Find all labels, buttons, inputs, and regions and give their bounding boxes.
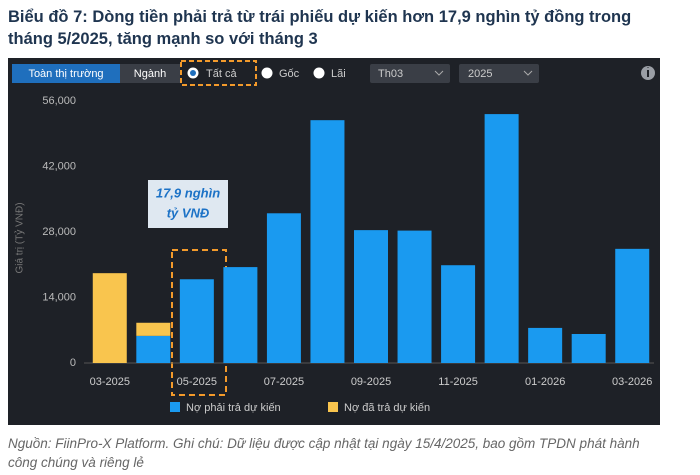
bar (136, 322, 171, 336)
x-tick-label: 09-2025 (351, 376, 391, 388)
bar (615, 248, 650, 363)
tab-label[interactable]: Toàn thị trường (28, 68, 103, 80)
bar (354, 230, 388, 363)
bar (310, 120, 345, 363)
chart-panel: Toàn thị trường Ngành Tất cả Gốc Lãi Th0… (8, 58, 660, 425)
radio-label[interactable]: Lãi (331, 68, 346, 80)
bar (179, 279, 214, 363)
annotation-box (148, 180, 228, 228)
y-axis-label: Giá trị (Tỷ VNĐ) (14, 202, 26, 273)
radio[interactable] (261, 67, 273, 79)
x-tick-label: 03-2026 (612, 376, 652, 388)
bar (571, 333, 606, 363)
legend-swatch (170, 402, 180, 412)
legend-swatch (328, 402, 338, 412)
annotation-text: tỷ VNĐ (167, 205, 210, 220)
x-tick-label: 03-2025 (90, 376, 130, 388)
bar (223, 267, 258, 363)
x-tick-label: 05-2025 (177, 376, 217, 388)
bar (397, 230, 432, 363)
tab-label[interactable]: Ngành (134, 68, 166, 80)
x-tick-label: 01-2026 (525, 376, 565, 388)
tab-active[interactable] (12, 64, 120, 83)
select-label[interactable]: Th03 (378, 68, 403, 80)
x-tick-label: 07-2025 (264, 376, 304, 388)
y-tick-label: 42,000 (42, 160, 76, 172)
bar (136, 335, 171, 363)
chevron (434, 70, 444, 76)
radio-label[interactable]: Gốc (279, 68, 300, 80)
chart-title: Biểu đồ 7: Dòng tiền phải trả từ trái ph… (8, 8, 632, 48)
legend-label: Nợ phải trả dự kiến (186, 402, 281, 414)
y-tick-label: 14,000 (42, 291, 76, 303)
bar (266, 213, 301, 363)
highlight-box (171, 249, 227, 396)
x-tick-label: 11-2025 (438, 376, 478, 388)
tab[interactable] (120, 64, 180, 83)
bar (441, 265, 476, 363)
radio-label[interactable]: Tất cả (206, 68, 237, 80)
radio[interactable] (313, 67, 325, 79)
bar (92, 273, 127, 363)
source-note: Nguồn: FiinPro-X Platform. Ghi chú: Dữ l… (8, 436, 640, 470)
annotation-text: 17,9 nghìn (156, 185, 220, 200)
radio-dot (190, 70, 196, 76)
y-tick-label: 0 (70, 357, 76, 369)
y-tick-label: 56,000 (42, 95, 76, 107)
bar (484, 114, 519, 363)
highlight-box (180, 60, 257, 86)
chevron (523, 70, 533, 76)
legend-label: Nợ đã trả dự kiến (344, 402, 430, 414)
select-label[interactable]: 2025 (468, 68, 492, 80)
select[interactable] (370, 64, 450, 83)
y-tick-label: 28,000 (42, 226, 76, 238)
bar (528, 327, 563, 363)
select[interactable] (459, 64, 539, 83)
